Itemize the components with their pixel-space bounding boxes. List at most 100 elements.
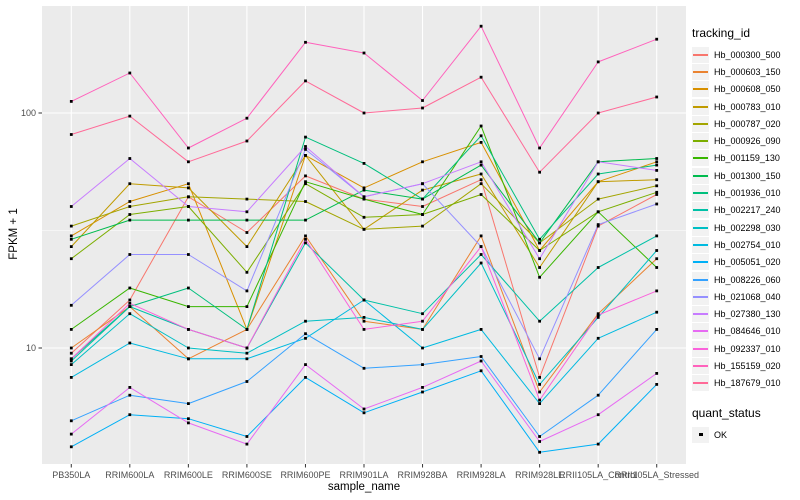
legend-key [692,46,709,63]
legend-item-Hb_000787_020: Hb_000787_020 [692,115,798,132]
data-point [128,386,132,389]
legend-item-label: Hb_002217_240 [714,205,781,216]
legend-item-label: Hb_001159_130 [714,153,780,164]
data-point [655,328,659,331]
legend-item-label: Hb_005051_020 [714,257,781,268]
legend-item-label: Hb_000787_020 [714,118,781,129]
legend-item-Hb_187679_010: Hb_187679_010 [692,375,798,392]
data-point [538,249,541,252]
data-point [538,257,541,261]
data-point [245,139,249,143]
legend-item-label: Hb_155159_020 [714,360,781,371]
data-point [69,234,73,238]
data-point [69,245,73,248]
data-point [596,336,600,340]
data-point [128,157,132,160]
data-point [304,148,307,151]
data-point [304,79,307,83]
data-point [655,157,659,160]
data-point [655,257,659,261]
data-point [128,71,132,75]
legend: tracking_id Hb_000300_500 Hb_000603_150 Hb… [692,26,798,443]
line-swatch-icon [693,157,708,160]
data-point [479,182,483,186]
data-point [128,114,132,118]
data-point [596,413,600,417]
data-point [245,380,249,383]
quant-status-key [692,426,709,443]
data-point [479,75,483,79]
data-point [128,253,132,256]
x-axis-title: sample_name [327,481,401,493]
data-point [362,188,366,192]
data-point [304,135,307,139]
data-point [187,346,190,350]
data-point [538,146,541,150]
data-point [655,169,659,172]
quant-status-legend: quant_status OK [692,406,798,443]
data-point [245,328,249,331]
data-point [128,218,132,222]
data-point [479,134,483,138]
legend-title: tracking_id [692,26,751,40]
legend-item-label: Hb_002754_010 [714,239,781,250]
data-point [245,289,249,293]
data-point [538,266,541,269]
legend-item-label: Hb_008226_060 [714,274,781,285]
data-point [596,313,600,317]
line-swatch-icon [693,330,708,333]
data-point [362,366,366,370]
data-point [304,241,307,245]
data-point [304,200,307,203]
data-point [362,186,366,190]
data-point [362,407,366,411]
data-point [187,417,190,421]
legend-key [692,167,709,184]
data-point [479,160,483,164]
line-swatch-icon [693,122,708,125]
data-point [69,359,73,363]
legend-item-Hb_000603_150: Hb_000603_150 [692,63,798,80]
data-point [69,100,73,103]
legend-items: Hb_000300_500 Hb_000603_150 Hb_000608_050 H… [692,46,798,392]
point-icon [699,432,703,437]
legend-item-Hb_005051_020: Hb_005051_020 [692,254,798,271]
data-point [596,316,600,319]
data-point [245,116,249,120]
line-swatch-icon [693,140,708,143]
data-point [655,160,659,164]
line-swatch-icon [693,313,708,316]
data-point [187,195,190,199]
data-point [362,111,366,115]
data-point [655,310,659,314]
data-point [421,346,424,350]
data-point [655,190,659,194]
data-point [479,24,483,28]
data-point [128,182,132,186]
line-swatch-icon [693,192,708,195]
legend-item-Hb_002754_010: Hb_002754_010 [692,236,798,253]
data-point [538,237,541,241]
data-point [245,351,249,355]
data-point [655,37,659,41]
data-point [128,312,132,316]
data-point [655,178,659,182]
data-point [362,298,366,302]
legend-key [692,150,709,167]
data-point [245,218,249,222]
data-point [655,266,659,269]
data-point [69,328,73,331]
data-point [596,111,600,115]
data-point [655,202,659,206]
legend-item-label: Hb_084646_010 [714,326,781,337]
line-swatch-icon [693,88,708,91]
data-point [421,205,424,208]
data-point [187,328,190,331]
data-point [421,390,424,394]
data-point [69,432,73,436]
data-point [655,193,659,196]
data-point [187,146,190,150]
data-point [596,442,600,446]
data-point [479,369,483,373]
